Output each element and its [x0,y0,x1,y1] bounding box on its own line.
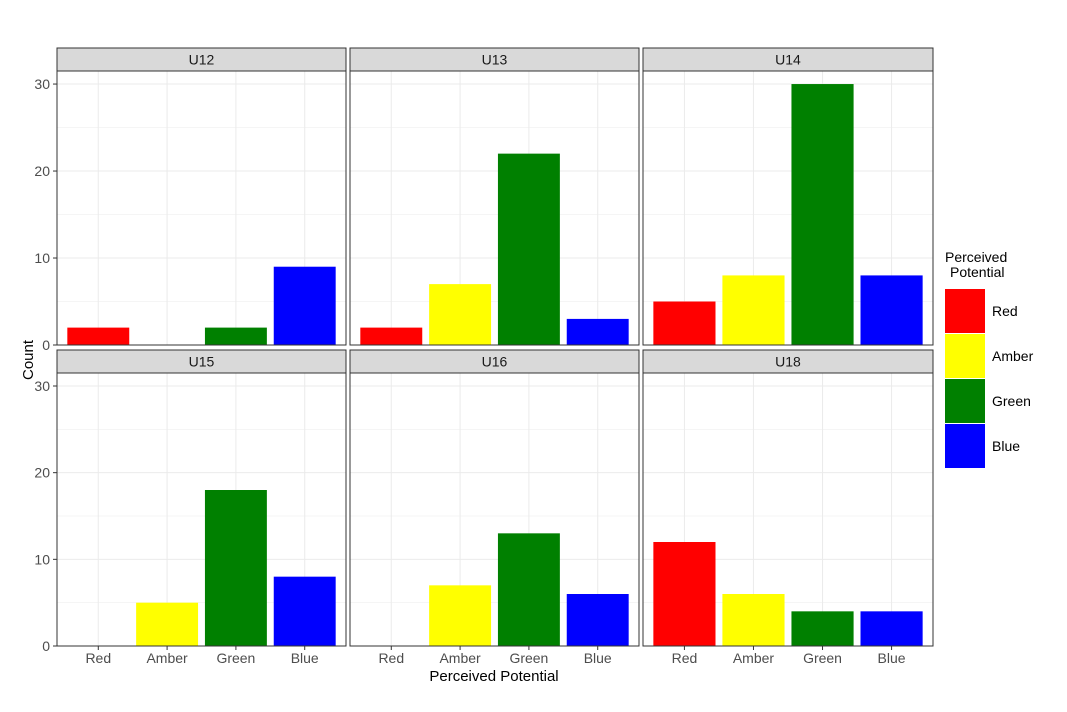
legend-label-blue: Blue [992,438,1020,454]
x-tick-label: Red [378,650,404,666]
y-tick-label: 20 [34,163,50,179]
x-tick-label: Red [85,650,111,666]
bar-u15-green [204,490,267,646]
x-tick-label: Amber [439,650,481,666]
y-tick-label: 10 [34,250,50,266]
bar-u16-amber [429,585,492,646]
y-tick-label: 30 [34,378,50,394]
legend-title: Potential [950,264,1004,280]
facet-panel-u13: U13 [349,47,640,346]
y-tick-label: 0 [42,638,50,654]
x-tick-label: Blue [878,650,906,666]
legend-label-red: Red [992,303,1018,319]
legend-swatch-blue [945,424,985,468]
legend-label-green: Green [992,393,1031,409]
x-tick-label: Blue [584,650,612,666]
bar-u12-red [67,327,130,345]
x-axis: Red Amber Green Blue Red Amber Green Blue Red Amb… [85,646,906,666]
x-tick-label: Green [216,650,255,666]
panel-background [350,71,639,345]
facet-panel-u14: U14 [642,47,934,346]
panel-border [642,70,934,346]
bar-u14-blue [860,275,923,345]
bar-u18-red [653,542,716,646]
panel-border [56,372,347,647]
bar-u18-green [791,611,854,646]
panel-border [349,372,640,647]
bar-u14-green [791,84,854,346]
panel-border [349,70,640,346]
gridlines [57,71,346,346]
bar-u16-green [497,533,560,646]
y-tick-label: 30 [34,76,50,92]
x-tick-label: Red [672,650,698,666]
bar-u12-green [204,327,267,345]
legend-swatch-green [945,379,985,423]
bar-u14-red [653,301,716,345]
bar-u18-amber [722,594,785,646]
bar-u13-blue [566,318,629,345]
y-tick-label: 20 [34,465,50,481]
facet-label: U15 [189,354,215,370]
facet-label: U12 [189,52,215,68]
x-axis-title: Perceived Potential [429,668,558,685]
bar-u14-amber [722,275,785,345]
x-tick-label: Amber [146,650,188,666]
facet-panel-u15: U15 [56,349,347,647]
legend-swatch-red [945,289,985,333]
facet-panel-u16: U16 [349,349,640,647]
legend-swatch-amber [945,334,985,378]
facet-label: U13 [482,52,508,68]
bar-u15-amber [136,602,199,646]
x-tick-label: Green [803,650,842,666]
x-tick-label: Green [509,650,548,666]
x-tick-label: Blue [291,650,319,666]
y-tick-label: 10 [34,551,50,567]
facet-panel-u12: U12 [56,47,347,346]
bar-u13-green [497,153,560,345]
bar-u13-red [360,327,423,345]
bar-u13-amber [429,284,492,345]
bar-u18-blue [860,611,923,646]
legend-label-amber: Amber [992,348,1034,364]
y-tick-label: 0 [42,337,50,353]
facet-label: U16 [482,354,508,370]
panel-border [56,70,347,346]
legend-title: Perceived [945,249,1007,265]
facet-label: U14 [775,52,801,68]
bar-u12-blue [273,266,336,345]
facet-label: U18 [775,354,801,370]
bar-u15-blue [273,576,336,646]
bar-u16-blue [566,594,629,646]
x-tick-label: Amber [733,650,775,666]
facet-panel-u18: U18 [642,349,934,647]
y-axes: 0 10 20 30 0 10 20 30 [34,76,57,654]
y-axis-title: Count [20,339,37,380]
panel-border [642,372,934,647]
facet-panels: U12 U13 U14 U15 U16 U18 [56,47,934,647]
